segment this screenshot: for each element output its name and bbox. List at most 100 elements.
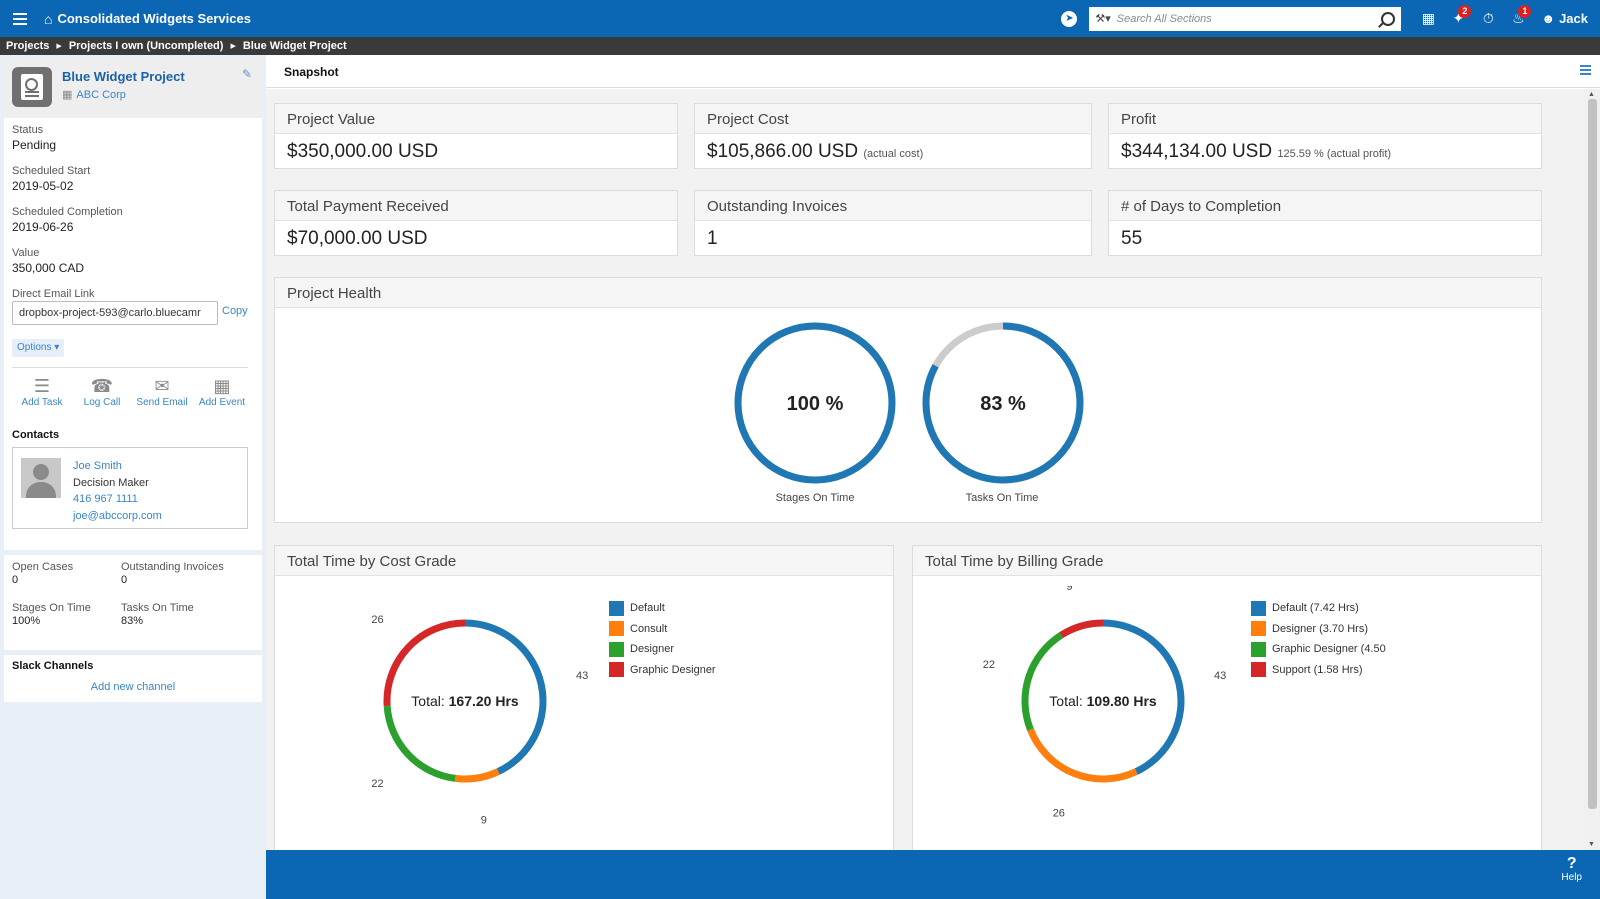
options-label: Options (17, 342, 52, 353)
bell-icon[interactable]: ♨ 1 (1503, 0, 1533, 37)
top-bar: ⌂ Consolidated Widgets Services ➤ ⚒▾ Sea… (0, 0, 1600, 37)
pin-icon[interactable]: ✦ 2 (1443, 0, 1473, 37)
app-brand[interactable]: ⌂ Consolidated Widgets Services (44, 11, 251, 27)
main-header: Snapshot (266, 55, 1600, 88)
contact-name[interactable]: Joe Smith (73, 460, 122, 472)
scroll-down-icon[interactable]: ▼ (1588, 841, 1595, 848)
slack-title: Slack Channels (12, 660, 94, 672)
stat-value: 0 (121, 574, 128, 586)
field-value: 350,000 CAD (12, 261, 85, 275)
kpi-total-payment: Total Payment Received $70,000.00 USD (274, 190, 678, 256)
legend-label: Default (630, 602, 665, 615)
add-event-button[interactable]: ▦ Add Event (192, 375, 252, 408)
field-label: Status (12, 124, 44, 136)
breadcrumb: Projects ▶ Projects I own (Uncompleted) … (0, 37, 1600, 55)
contact-phone[interactable]: 416 967 1111 (73, 493, 138, 505)
slice-value-label: 9 (481, 815, 487, 827)
user-name: Jack (1559, 11, 1588, 26)
menu-icon[interactable] (0, 0, 40, 37)
help-label: Help (1561, 872, 1582, 883)
add-channel-link[interactable]: Add new channel (90, 681, 176, 693)
timer-icon[interactable]: ⏱ (1482, 10, 1494, 26)
kpi-project-value: Project Value $350,000.00 USD (274, 103, 678, 169)
options-dropdown[interactable]: Options ▾ (12, 339, 65, 357)
divider (12, 367, 248, 368)
field-value: Pending (12, 138, 57, 152)
project-company-link[interactable]: ABC Corp (76, 89, 126, 101)
sidebar: Blue Widget Project ▦ ABC Corp ✎ Status P… (0, 55, 266, 899)
donut-slice[interactable] (383, 705, 456, 782)
calendar-icon: ▦ (213, 376, 231, 396)
legend-item[interactable]: Default (7.42 Hrs) (1251, 598, 1386, 619)
legend-label: Default (7.42 Hrs) (1272, 602, 1359, 615)
legend-swatch (609, 621, 624, 637)
stat-label: Open Cases (12, 561, 74, 573)
legend-label: Graphic Designer (630, 663, 716, 676)
donut-slice[interactable] (1059, 619, 1104, 639)
health-gauges: 100 % 83 % (734, 322, 1084, 484)
legend-item[interactable]: Default (609, 598, 716, 619)
kpi-value: 55 (1121, 228, 1143, 249)
field-label: Scheduled Start (12, 165, 91, 177)
edit-pencil-icon[interactable]: ✎ (241, 67, 252, 81)
envelope-icon: ✉ (154, 376, 170, 396)
list-menu-icon[interactable] (1580, 65, 1592, 75)
building-icon: ▦ (62, 89, 73, 101)
gauge-value: 83 % (980, 393, 1026, 415)
donut-slice[interactable] (1021, 632, 1064, 732)
project-header: Blue Widget Project ▦ ABC Corp ✎ (4, 59, 262, 118)
main-scrollbar[interactable]: ▲ ▼ (1584, 89, 1600, 850)
cost-grade-donut: 43 9 22 26 Total: 167.20 Hrs (371, 614, 588, 827)
notification-badge: 1 (1518, 5, 1532, 18)
gauge-label: Stages On Time (775, 492, 855, 504)
kpi-label: Outstanding Invoices (695, 191, 1091, 221)
search-icon[interactable] (1381, 11, 1396, 26)
calendar-icon[interactable]: ▦ (1421, 10, 1435, 26)
donut-slice[interactable] (1027, 728, 1138, 783)
donut-slice[interactable] (1102, 619, 1185, 775)
donut-slice[interactable] (464, 619, 547, 775)
scroll-thumb[interactable] (1588, 99, 1597, 809)
gauge-value: 100 % (787, 393, 844, 415)
search-bar[interactable]: ⚒▾ Search All Sections (1089, 6, 1402, 31)
main-content: Project Value $350,000.00 USD Project Co… (266, 89, 1584, 850)
log-call-button[interactable]: ☎ Log Call (72, 375, 132, 408)
action-label: Add Event (198, 397, 246, 408)
legend-item[interactable]: Graphic Designer (609, 660, 716, 681)
stat-value: 0 (12, 574, 19, 586)
search-input[interactable]: Search All Sections (1116, 12, 1212, 25)
legend-item[interactable]: Designer (3.70 Hrs) (1251, 619, 1386, 640)
gauge-arc (734, 322, 896, 484)
add-task-button[interactable]: ☰ Add Task (12, 375, 72, 408)
panel-title: Total Time by Billing Grade (913, 546, 1541, 576)
breadcrumb-projects-i-own[interactable]: Projects I own (Uncompleted) (68, 40, 224, 52)
legend-item[interactable]: Graphic Designer (4.50 (1251, 639, 1386, 660)
help-button[interactable]: ? Help (1561, 856, 1582, 884)
project-name[interactable]: Blue Widget Project (62, 69, 185, 84)
gauge-arc (922, 322, 1084, 484)
legend-item[interactable]: Consult (609, 619, 716, 640)
scroll-up-icon[interactable]: ▲ (1588, 91, 1595, 98)
compass-icon[interactable]: ➤ (1061, 10, 1078, 27)
contact-email[interactable]: joe@abccorp.com (73, 509, 162, 522)
panel-title: Total Time by Cost Grade (275, 546, 893, 576)
send-email-button[interactable]: ✉ Send Email (132, 375, 192, 408)
legend-item[interactable]: Support (1.58 Hrs) (1251, 660, 1386, 681)
search-scope-dropdown-icon[interactable]: ⚒▾ (1095, 13, 1111, 25)
breadcrumb-projects[interactable]: Projects (6, 40, 50, 52)
kpi-value: 1 (707, 228, 718, 249)
legend-swatch (609, 641, 624, 657)
slice-value-label: 26 (371, 614, 383, 626)
donut-slice[interactable] (383, 619, 466, 707)
donut-slice[interactable] (454, 768, 500, 783)
legend-item[interactable]: Designer (609, 639, 716, 660)
kpi-value: $105,866.00 USD (707, 141, 859, 162)
action-label: Add Task (21, 397, 63, 408)
project-health-panel: Project Health 100 % 83 % Stages On Time … (274, 277, 1542, 523)
user-menu[interactable]: ☻ Jack (1541, 11, 1588, 26)
kpi-label: Project Cost (695, 104, 1091, 134)
copy-link[interactable]: Copy (222, 305, 248, 317)
email-link-field[interactable]: dropbox-project-593@carlo.bluecamr (12, 301, 218, 325)
action-label: Log Call (83, 397, 121, 408)
pin-badge: 2 (1458, 5, 1472, 18)
